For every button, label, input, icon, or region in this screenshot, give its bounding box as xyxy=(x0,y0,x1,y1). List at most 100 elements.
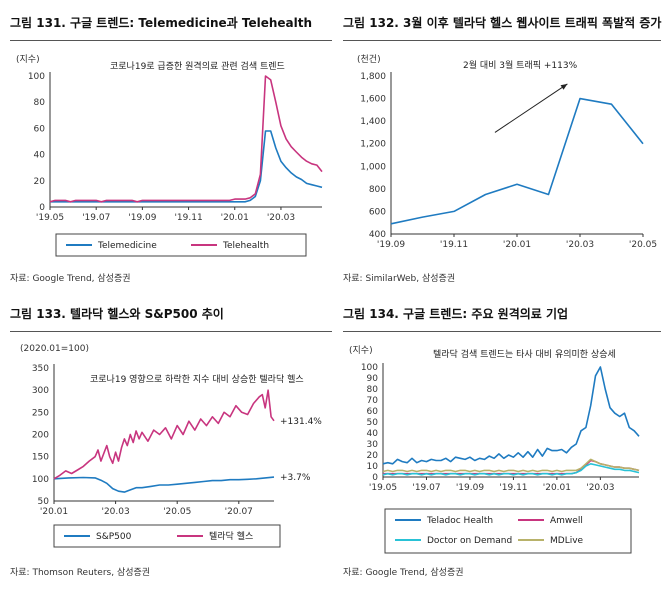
y-tick-label: 0 xyxy=(372,473,378,483)
y-tick-label: 100 xyxy=(28,72,45,82)
chart-annotation: 코로나19 영향으로 하락한 지수 대비 상승한 텔라닥 헬스 xyxy=(90,373,304,385)
y-tick-label: 40 xyxy=(367,429,379,439)
panel-title: 그림 132. 3월 이후 텔라닥 헬스 웹사이트 트래픽 폭발적 증가 xyxy=(343,16,662,30)
y-unit-label: (지수) xyxy=(349,345,373,356)
source-note: 자료: Google Trend, 삼성증권 xyxy=(10,274,131,284)
chart-annotation: 코로나19로 급증한 원격의료 관련 검색 트렌드 xyxy=(110,60,285,72)
x-tick-label: '20.05 xyxy=(629,240,657,250)
x-tick-label: '20.01 xyxy=(221,213,249,223)
end-value-label: +3.7% xyxy=(280,473,311,483)
title-divider xyxy=(10,331,332,332)
source-note: 자료: Thomson Reuters, 삼성증권 xyxy=(10,568,151,578)
panel-title: 그림 131. 구글 트렌드: Telemedicine과 Telehealth xyxy=(10,16,313,30)
title-divider xyxy=(343,40,661,41)
y-tick-label: 800 xyxy=(369,185,386,195)
y-tick-label: 20 xyxy=(367,451,379,461)
legend-label: MDLive xyxy=(550,536,584,546)
y-tick-label: 350 xyxy=(32,364,49,374)
arrow-head xyxy=(560,83,568,90)
x-tick-label: '19.09 xyxy=(377,240,406,250)
panel-teladoc-traffic: 그림 132. 3월 이후 텔라닥 헬스 웹사이트 트래픽 폭발적 증가 (천건… xyxy=(343,14,661,289)
y-tick-label: 600 xyxy=(369,207,386,217)
y-tick-label: 1,600 xyxy=(360,95,386,105)
x-tick-label: '19.05 xyxy=(369,483,397,493)
chart-website-traffic: (천건) 400 600 800 1,000 1,200 1,400 1,600 1,800 '1… xyxy=(357,54,657,250)
y-tick-label: 1,000 xyxy=(360,162,386,172)
y-unit-label: (지수) xyxy=(16,54,40,65)
y-tick-label: 10 xyxy=(367,462,379,472)
x-tick-label: '19.07 xyxy=(412,483,440,493)
y-tick-label: 150 xyxy=(32,453,49,463)
y-tick-label: 70 xyxy=(367,396,379,406)
source-note: 자료: Google Trend, 삼성증권 xyxy=(343,568,464,578)
x-tick-label: '20.03 xyxy=(267,213,295,223)
y-tick-label: 250 xyxy=(32,408,49,418)
x-tick-label: '19.07 xyxy=(82,213,110,223)
x-tick-label: '20.03 xyxy=(566,240,594,250)
panel-telemedicine-trend: 그림 131. 구글 트렌드: Telemedicine과 Telehealth… xyxy=(10,14,332,289)
x-tick-label: '20.03 xyxy=(101,507,129,517)
legend-box xyxy=(53,524,281,548)
x-tick-label: '19.09 xyxy=(456,483,485,493)
x-tick-label: '19.11 xyxy=(499,483,527,493)
y-tick-label: 90 xyxy=(367,374,379,384)
legend-label: Amwell xyxy=(550,516,583,526)
y-tick-label: 80 xyxy=(34,98,46,108)
title-divider xyxy=(343,331,661,332)
series-line-1 xyxy=(382,366,640,465)
y-tick-label: 50 xyxy=(367,418,379,428)
series-line-2 xyxy=(49,75,323,203)
x-tick-label: '19.05 xyxy=(36,213,64,223)
y-tick-label: 1,400 xyxy=(360,117,386,127)
y-tick-label: 0 xyxy=(39,203,45,213)
chart-annotation: 2월 대비 3월 트래픽 +113% xyxy=(463,59,578,71)
y-tick-label: 400 xyxy=(369,230,386,240)
y-unit-label: (천건) xyxy=(357,54,381,65)
end-value-label: +131.4% xyxy=(280,417,322,427)
title-divider xyxy=(10,40,332,41)
series-line-2 xyxy=(383,459,640,475)
legend-label: Telehealth xyxy=(222,241,269,251)
chart-annotation: 텔라닥 검색 트렌드는 타사 대비 유의미한 상승세 xyxy=(433,348,616,360)
y-tick-label: 1,800 xyxy=(360,72,386,82)
series-line-1 xyxy=(53,476,275,493)
series-line-3 xyxy=(382,463,640,476)
series-line-1 xyxy=(390,97,644,225)
x-tick-label: '20.05 xyxy=(163,507,191,517)
y-tick-label: 30 xyxy=(367,440,379,450)
series-line-1 xyxy=(50,130,323,203)
legend-label: Teladoc Health xyxy=(426,516,493,526)
y-tick-label: 300 xyxy=(32,386,49,396)
chart-teladoc-sp500: (2020.01=100) 50 100 150 200 250 300 350 '20.01 '… xyxy=(20,344,322,548)
y-tick-label: 60 xyxy=(34,124,46,134)
y-tick-label: 100 xyxy=(361,363,378,373)
y-tick-label: 60 xyxy=(367,407,379,417)
x-tick-label: '19.11 xyxy=(174,213,202,223)
y-tick-label: 40 xyxy=(34,151,46,161)
panel-title: 그림 133. 텔라닥 헬스와 S&P500 추이 xyxy=(10,307,224,321)
series-line-2 xyxy=(53,389,275,480)
y-tick-label: 100 xyxy=(32,475,49,485)
panel-teladoc-vs-sp500: 그림 133. 텔라닥 헬스와 S&P500 추이 (2020.01=100) 5… xyxy=(10,305,332,590)
panel-telehealth-companies: 그림 134. 구글 트렌드: 주요 원격의료 기업 (지수) 0 10 20 30 40… xyxy=(343,305,661,590)
series-line-4 xyxy=(382,458,640,473)
annotation-arrow xyxy=(494,83,568,133)
y-unit-label: (2020.01=100) xyxy=(20,344,89,354)
y-tick-label: 80 xyxy=(367,385,379,395)
x-tick-label: '20.07 xyxy=(225,507,253,517)
x-tick-label: '19.09 xyxy=(128,213,157,223)
x-tick-label: '20.01 xyxy=(503,240,531,250)
y-tick-label: 200 xyxy=(32,431,49,441)
x-tick-label: '20.01 xyxy=(543,483,571,493)
x-tick-label: '19.11 xyxy=(440,240,468,250)
source-note: 자료: SimilarWeb, 삼성증권 xyxy=(343,274,456,284)
y-tick-label: 50 xyxy=(38,497,50,507)
y-tick-label: 1,200 xyxy=(360,140,386,150)
legend-label: S&P500 xyxy=(96,532,132,542)
x-tick-label: '20.03 xyxy=(586,483,614,493)
legend-label: Telemedicine xyxy=(97,241,157,251)
y-tick-label: 20 xyxy=(34,177,46,187)
legend-box xyxy=(55,233,307,257)
legend-label: Doctor on Demand xyxy=(427,536,512,546)
